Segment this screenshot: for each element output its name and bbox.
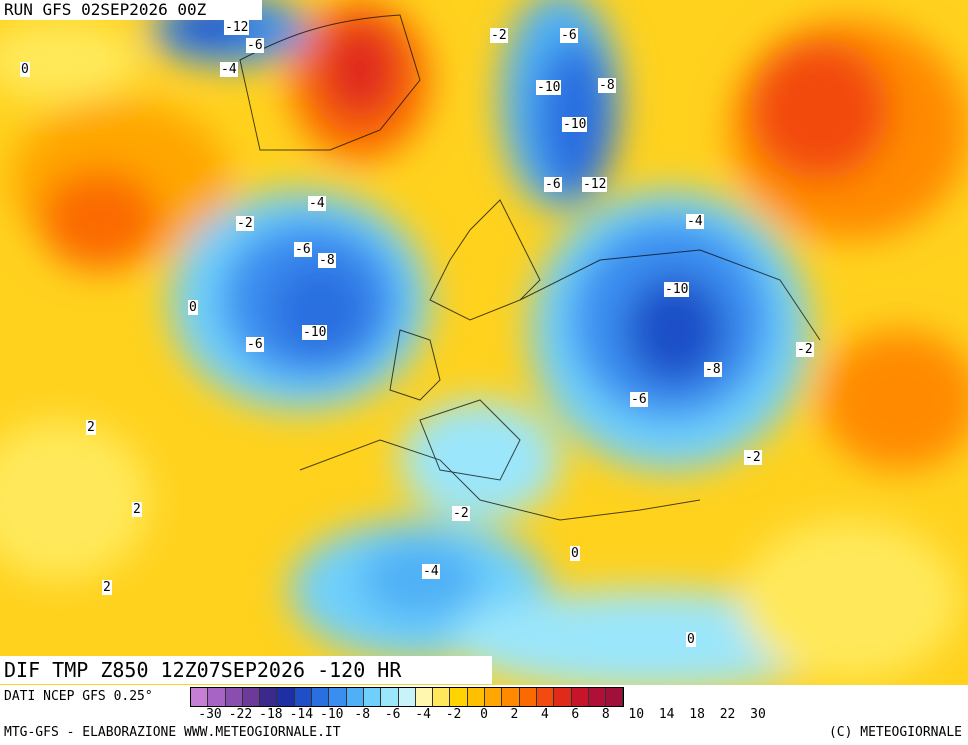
scale-tick-label: -30 xyxy=(198,707,222,722)
isoline-label: -10 xyxy=(664,282,690,297)
credit-right: (C) METEOGIORNALE xyxy=(828,725,962,740)
isoline-label: -2 xyxy=(744,450,762,465)
scale-swatch xyxy=(433,688,451,706)
scale-tick-label: -2 xyxy=(445,707,462,722)
run-title: RUN GFS 02SEP2026 00Z xyxy=(0,0,262,20)
isoline-label: 2 xyxy=(102,580,112,595)
scale-tick-label: 0 xyxy=(480,707,488,722)
isoline-label: -8 xyxy=(598,78,616,93)
isoline-label: -6 xyxy=(294,242,312,257)
color-scale-ticks: -30 -22 -18 -14 -10 -8 -6 -4 -2 0 2 4 6 8 10 14 18 22 30 xyxy=(190,707,968,723)
isoline-label: -6 xyxy=(630,392,648,407)
scale-swatch xyxy=(485,688,503,706)
scale-swatch xyxy=(242,688,261,706)
scale-tick-label: 10 xyxy=(628,707,645,722)
temperature-anomaly-map: RUN GFS 02SEP2026 00Z -12 -8 -6 -6 -6 -4… xyxy=(0,0,968,685)
scale-tick-label: -8 xyxy=(354,707,371,722)
scale-tick-label: 30 xyxy=(750,707,766,722)
scale-swatch xyxy=(312,688,330,706)
isoline-label: -4 xyxy=(686,214,704,229)
scale-tick-label: 22 xyxy=(719,707,736,722)
scale-swatch xyxy=(467,688,486,706)
isoline-label: -4 xyxy=(422,564,440,579)
scale-swatch xyxy=(208,688,226,706)
isoline-label: 0 xyxy=(570,546,580,561)
scale-swatch xyxy=(346,688,364,706)
scale-swatch xyxy=(277,688,295,706)
scale-swatch xyxy=(191,688,209,706)
scale-swatch xyxy=(329,688,347,706)
isoline-label: -4 xyxy=(220,62,238,77)
scale-swatch xyxy=(606,688,624,706)
isoline-label: -6 xyxy=(246,337,264,352)
scale-swatch xyxy=(588,688,607,706)
scale-tick-label: 2 xyxy=(510,707,519,722)
scale-swatch xyxy=(398,688,416,706)
scale-tick-label: 8 xyxy=(601,707,610,722)
isoline-label: -8 xyxy=(704,362,722,377)
isoline-label: 2 xyxy=(86,420,96,435)
scale-tick-label: 4 xyxy=(540,707,549,722)
scale-tick-label: -18 xyxy=(259,707,283,722)
isoline-label: -2 xyxy=(796,342,814,357)
isoline-label: 0 xyxy=(20,62,30,77)
isoline-label: -10 xyxy=(536,80,562,95)
scale-tick-label: 18 xyxy=(689,707,705,722)
isoline-label: -4 xyxy=(308,196,326,211)
scale-tick-label: -6 xyxy=(384,707,401,722)
isoline-label: -10 xyxy=(562,117,588,132)
isoline-label: -2 xyxy=(452,506,470,521)
scale-swatch xyxy=(381,688,399,706)
scale-tick-label: -14 xyxy=(289,707,314,722)
scale-tick-label: 6 xyxy=(571,707,580,722)
isoline-label: -12 xyxy=(224,20,250,35)
scale-swatch xyxy=(294,688,313,706)
scale-swatch xyxy=(415,688,434,706)
scale-tick-label: -22 xyxy=(228,707,253,722)
scale-tick-label: 14 xyxy=(658,707,675,722)
scale-swatch xyxy=(571,688,589,706)
isoline-label: 2 xyxy=(132,502,142,517)
isoline-label: 0 xyxy=(188,300,198,315)
isoline-label: -6 xyxy=(544,177,562,192)
scale-swatch xyxy=(554,688,572,706)
map-canvas xyxy=(0,0,968,685)
scale-swatch xyxy=(519,688,537,706)
scale-swatch xyxy=(225,688,243,706)
scale-swatch xyxy=(260,688,278,706)
isoline-label: -2 xyxy=(236,216,254,231)
scale-swatch xyxy=(363,688,382,706)
map-caption: DIF TMP Z850 12Z07SEP2026 -120 HR xyxy=(0,656,492,684)
scale-tick-label: -10 xyxy=(320,707,344,722)
footer: DATI NCEP GFS 0.25° -30 -22 -18 -14 -10 -8 -6-… xyxy=(0,685,968,745)
isoline-label: -2 xyxy=(490,28,508,43)
scale-tick-label: -4 xyxy=(415,707,431,722)
color-scale xyxy=(190,687,625,707)
isoline-label: 0 xyxy=(686,632,696,647)
isoline-label: -10 xyxy=(302,325,328,340)
isoline-label: -6 xyxy=(560,28,578,43)
credit-left: MTG-GFS - ELABORAZIONE WWW.METEOGIORNALE… xyxy=(4,725,341,740)
scale-swatch xyxy=(450,688,468,706)
scale-swatch xyxy=(502,688,520,706)
isoline-label: -12 xyxy=(582,177,608,192)
scale-swatch xyxy=(536,688,555,706)
isoline-label: -8 xyxy=(318,253,336,268)
isoline-label: -6 xyxy=(246,38,264,53)
data-source: DATI NCEP GFS 0.25° xyxy=(4,689,153,704)
